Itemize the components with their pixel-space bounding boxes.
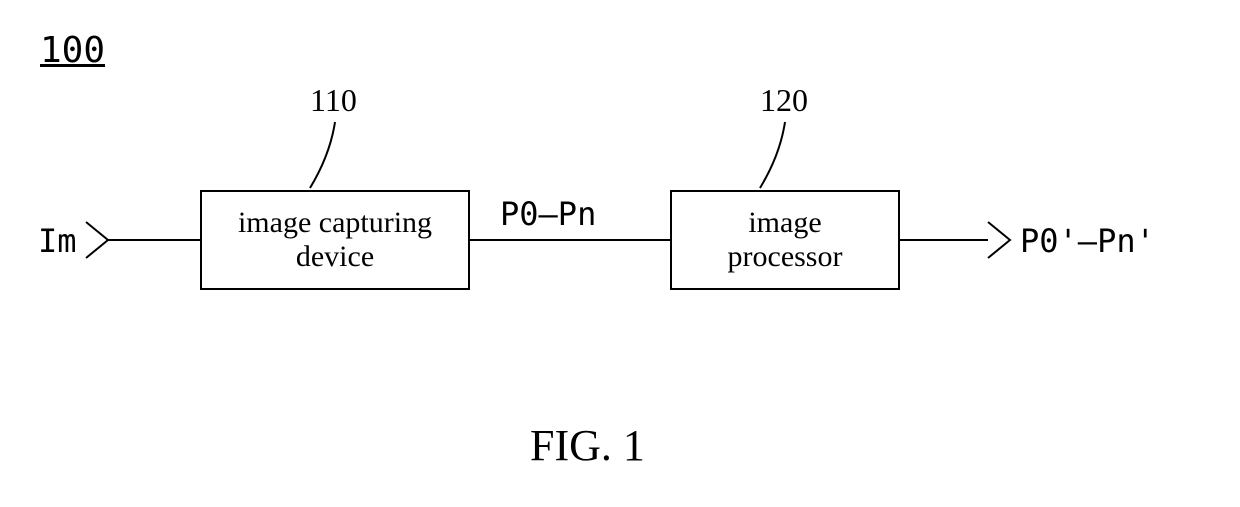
input-chevron-icon (86, 222, 108, 258)
signal-output-label: P0'–Pn' (1020, 222, 1155, 260)
output-chevron-icon (988, 222, 1010, 258)
block-b-ref: 120 (760, 82, 808, 119)
block-image-capturing-device: image capturing device (200, 190, 470, 290)
leader-a (310, 122, 335, 188)
figure-reference: 100 (40, 30, 105, 71)
diagram-stage: 100 image capturing device 110 image pro… (0, 0, 1240, 507)
block-a-label: image capturing device (238, 206, 432, 275)
figure-caption: FIG. 1 (530, 420, 645, 471)
signal-mid-label: P0–Pn (500, 195, 596, 233)
block-a-ref: 110 (310, 82, 357, 119)
leader-b (760, 122, 785, 188)
block-image-processor: image processor (670, 190, 900, 290)
block-b-label: image processor (728, 206, 843, 275)
signal-input-label: Im (38, 222, 77, 260)
